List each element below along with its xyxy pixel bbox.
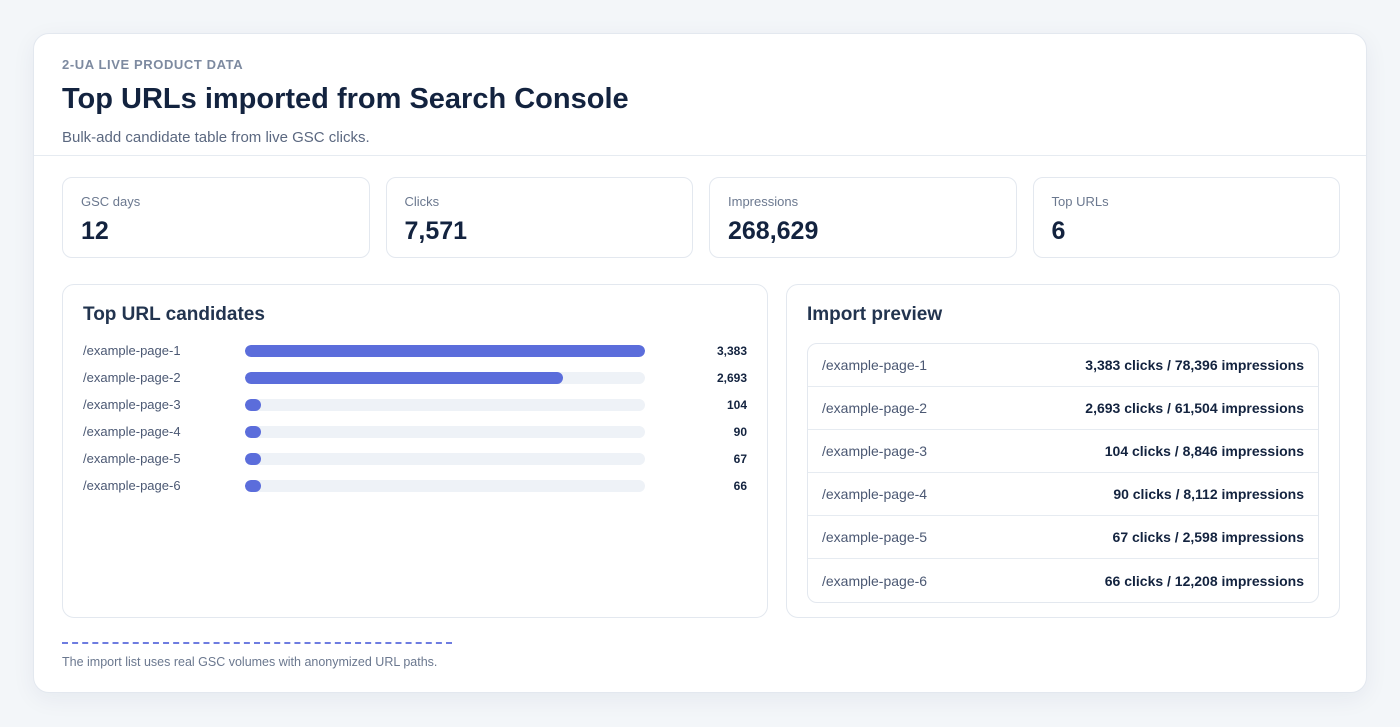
preview-metric: 2,693 clicks / 61,504 impressions [1085, 400, 1304, 416]
stat-card-gsc-days: GSC days 12 [62, 177, 370, 258]
bar-url-label: /example-page-4 [83, 424, 181, 439]
preview-url: /example-page-3 [822, 443, 928, 459]
bar-row: /example-page-2 2,693 [83, 364, 747, 391]
stat-card-clicks: Clicks 7,571 [385, 177, 693, 258]
bar-value: 90 [733, 424, 747, 439]
bar-url-label: /example-page-1 [83, 343, 181, 358]
footer-note: The import list uses real GSC volumes wi… [62, 655, 438, 669]
candidates-title: Top URL candidates [83, 304, 265, 325]
stat-card-impressions: Impressions 268,629 [709, 177, 1017, 258]
bar-row: /example-page-5 67 [83, 445, 747, 472]
preview-metric: 90 clicks / 8,112 impressions [1113, 486, 1304, 502]
preview-url: /example-page-1 [822, 357, 928, 373]
bar-fill [245, 398, 261, 411]
stat-value: 6 [1051, 217, 1066, 245]
preview-row: /example-page-2 2,693 clicks / 61,504 im… [808, 387, 1318, 430]
bar-track [245, 398, 645, 411]
preview-metric: 3,383 clicks / 78,396 impressions [1085, 357, 1304, 373]
preview-row: /example-page-3 104 clicks / 8,846 impre… [808, 430, 1318, 473]
bar-value: 2,693 [716, 370, 747, 385]
preview-url: /example-page-2 [822, 400, 928, 416]
top-url-candidates-panel: Top URL candidates /example-page-1 3,383… [62, 284, 768, 618]
bar-fill [245, 371, 564, 384]
page-title: Top URLs imported from Search Console [62, 83, 629, 115]
preview-url: /example-page-5 [822, 529, 928, 545]
bar-track [245, 371, 645, 384]
preview-url: /example-page-4 [822, 486, 928, 502]
eyebrow-label: 2-UA LIVE PRODUCT DATA [62, 57, 244, 72]
preview-table: /example-page-1 3,383 clicks / 78,396 im… [807, 343, 1319, 603]
bar-url-label: /example-page-3 [83, 397, 181, 412]
bar-track [245, 425, 645, 438]
preview-metric: 67 clicks / 2,598 impressions [1112, 529, 1304, 545]
import-preview-panel: Import preview /example-page-1 3,383 cli… [786, 284, 1340, 618]
bar-fill [245, 425, 261, 438]
bar-track [245, 344, 645, 357]
preview-row: /example-page-5 67 clicks / 2,598 impres… [808, 516, 1318, 559]
stat-value: 7,571 [404, 217, 468, 245]
bar-row: /example-page-4 90 [83, 418, 747, 445]
bar-fill [245, 344, 645, 357]
bar-value: 67 [733, 451, 747, 466]
preview-metric: 104 clicks / 8,846 impressions [1104, 443, 1304, 459]
bar-value: 66 [733, 478, 747, 493]
main-card: 2-UA LIVE PRODUCT DATA Top URLs imported… [33, 33, 1367, 693]
bar-row: /example-page-6 66 [83, 472, 747, 499]
stat-label: Top URLs [1051, 194, 1109, 209]
bar-value: 104 [726, 397, 747, 412]
bar-row: /example-page-3 104 [83, 391, 747, 418]
page-subtitle: Bulk-add candidate table from live GSC c… [62, 129, 370, 146]
bar-fill [245, 479, 261, 492]
page-header: 2-UA LIVE PRODUCT DATA Top URLs imported… [34, 34, 1366, 156]
candidates-bar-list: /example-page-1 3,383 /example-page-2 2,… [83, 337, 747, 499]
preview-row: /example-page-4 90 clicks / 8,112 impres… [808, 473, 1318, 516]
preview-metric: 66 clicks / 12,208 impressions [1104, 572, 1304, 589]
bar-row: /example-page-1 3,383 [83, 337, 747, 364]
stat-label: Clicks [404, 194, 440, 209]
preview-row: /example-page-6 66 clicks / 12,208 impre… [808, 559, 1318, 602]
bar-value: 3,383 [716, 343, 747, 358]
preview-row: /example-page-1 3,383 clicks / 78,396 im… [808, 344, 1318, 387]
bar-url-label: /example-page-5 [83, 451, 181, 466]
bar-fill [245, 452, 261, 465]
stat-value: 268,629 [728, 217, 819, 245]
footer-divider [62, 642, 452, 644]
stat-label: GSC days [81, 194, 141, 209]
bar-url-label: /example-page-2 [83, 370, 181, 385]
stat-value: 12 [81, 217, 109, 245]
preview-url: /example-page-6 [822, 572, 928, 589]
preview-title: Import preview [807, 304, 943, 325]
bar-url-label: /example-page-6 [83, 478, 181, 493]
bar-track [245, 479, 645, 492]
stat-label: Impressions [728, 194, 799, 209]
bar-track [245, 452, 645, 465]
stats-row: GSC days 12 Clicks 7,571 Impressions 268… [62, 177, 1340, 258]
stat-card-top-urls: Top URLs 6 [1032, 177, 1340, 258]
